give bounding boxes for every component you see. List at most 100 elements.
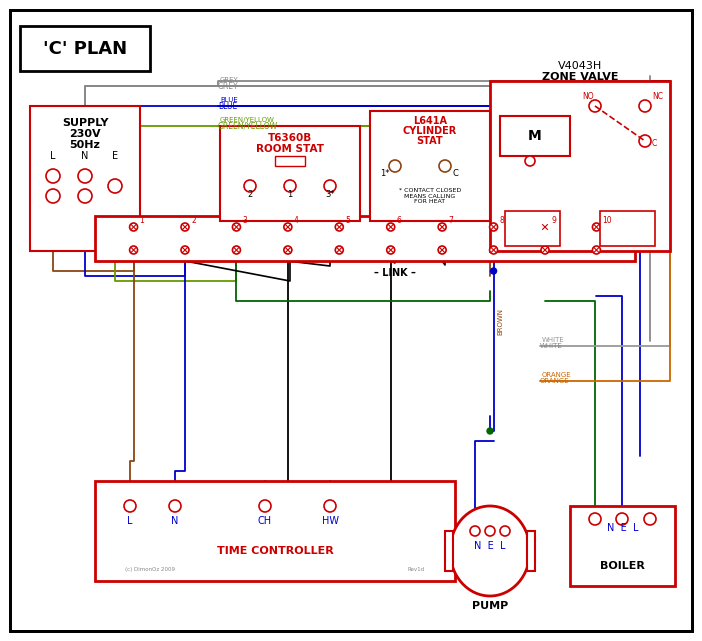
FancyBboxPatch shape bbox=[275, 156, 305, 166]
Circle shape bbox=[592, 246, 600, 254]
Text: 50Hz: 50Hz bbox=[69, 140, 100, 150]
Text: GREEN/YELLOW: GREEN/YELLOW bbox=[220, 117, 275, 123]
FancyBboxPatch shape bbox=[505, 211, 560, 246]
Circle shape bbox=[439, 160, 451, 172]
Circle shape bbox=[130, 223, 138, 231]
Text: N: N bbox=[81, 151, 88, 161]
FancyBboxPatch shape bbox=[20, 26, 150, 71]
Circle shape bbox=[541, 246, 549, 254]
Text: C: C bbox=[652, 139, 657, 148]
Text: SUPPLY: SUPPLY bbox=[62, 118, 108, 128]
Circle shape bbox=[470, 526, 480, 536]
FancyBboxPatch shape bbox=[527, 531, 535, 571]
Circle shape bbox=[438, 223, 446, 231]
Circle shape bbox=[130, 246, 138, 254]
Text: L: L bbox=[51, 151, 55, 161]
Text: N: N bbox=[171, 516, 179, 526]
FancyBboxPatch shape bbox=[570, 506, 675, 586]
Circle shape bbox=[284, 223, 292, 231]
Circle shape bbox=[485, 526, 495, 536]
FancyBboxPatch shape bbox=[10, 10, 692, 631]
Text: * CONTACT CLOSED
MEANS CALLING
FOR HEAT: * CONTACT CLOSED MEANS CALLING FOR HEAT bbox=[399, 188, 461, 204]
Text: ZONE VALVE: ZONE VALVE bbox=[542, 72, 618, 82]
Text: ORANGE: ORANGE bbox=[540, 378, 569, 384]
Circle shape bbox=[284, 180, 296, 192]
Text: PUMP: PUMP bbox=[472, 601, 508, 611]
Text: NC: NC bbox=[652, 92, 663, 101]
Text: L: L bbox=[127, 516, 133, 526]
Circle shape bbox=[541, 223, 549, 231]
Text: E: E bbox=[112, 151, 118, 161]
Text: T6360B: T6360B bbox=[268, 133, 312, 143]
Circle shape bbox=[644, 513, 656, 525]
Text: V4043H: V4043H bbox=[558, 61, 602, 71]
Circle shape bbox=[500, 526, 510, 536]
Text: GREY: GREY bbox=[220, 77, 239, 83]
Circle shape bbox=[181, 246, 189, 254]
Text: 1: 1 bbox=[140, 216, 145, 225]
Text: 2: 2 bbox=[247, 190, 253, 199]
Circle shape bbox=[389, 160, 401, 172]
Text: BLUE: BLUE bbox=[220, 97, 238, 103]
Circle shape bbox=[592, 223, 600, 231]
Circle shape bbox=[124, 500, 136, 512]
Text: BLUE: BLUE bbox=[218, 101, 237, 110]
Text: 9: 9 bbox=[551, 216, 556, 225]
Circle shape bbox=[336, 223, 343, 231]
Text: 2: 2 bbox=[191, 216, 196, 225]
Text: (c) DimonOz 2009: (c) DimonOz 2009 bbox=[125, 567, 175, 572]
Circle shape bbox=[387, 223, 395, 231]
Text: 1*: 1* bbox=[380, 169, 390, 178]
Text: 3: 3 bbox=[242, 216, 247, 225]
Text: GREY: GREY bbox=[218, 81, 239, 90]
Text: 4: 4 bbox=[294, 216, 299, 225]
Circle shape bbox=[232, 246, 240, 254]
Text: 3*: 3* bbox=[325, 190, 335, 199]
Text: 5: 5 bbox=[345, 216, 350, 225]
Text: 6: 6 bbox=[397, 216, 402, 225]
Text: WHITE: WHITE bbox=[542, 337, 564, 343]
Text: 1: 1 bbox=[287, 190, 293, 199]
Circle shape bbox=[438, 246, 446, 254]
Text: N  E  L: N E L bbox=[475, 541, 505, 551]
Text: HW: HW bbox=[322, 516, 338, 526]
Circle shape bbox=[232, 223, 240, 231]
Text: TIME CONTROLLER: TIME CONTROLLER bbox=[217, 546, 333, 556]
Text: 230V: 230V bbox=[69, 129, 101, 139]
Text: L641A: L641A bbox=[413, 116, 447, 126]
FancyBboxPatch shape bbox=[95, 216, 635, 261]
Text: BROWN: BROWN bbox=[497, 308, 503, 335]
Circle shape bbox=[181, 223, 189, 231]
Circle shape bbox=[46, 189, 60, 203]
Circle shape bbox=[78, 189, 92, 203]
Circle shape bbox=[489, 246, 498, 254]
Circle shape bbox=[589, 100, 601, 112]
Circle shape bbox=[489, 223, 498, 231]
Circle shape bbox=[639, 100, 651, 112]
Circle shape bbox=[169, 500, 181, 512]
FancyBboxPatch shape bbox=[30, 106, 140, 251]
Text: 8: 8 bbox=[500, 216, 504, 225]
Circle shape bbox=[259, 500, 271, 512]
FancyBboxPatch shape bbox=[220, 126, 360, 221]
Text: STAT: STAT bbox=[417, 136, 443, 146]
FancyBboxPatch shape bbox=[500, 116, 570, 156]
Text: CH: CH bbox=[258, 516, 272, 526]
FancyBboxPatch shape bbox=[370, 111, 490, 221]
Text: C: C bbox=[452, 169, 458, 178]
Text: 7: 7 bbox=[448, 216, 453, 225]
Text: BOILER: BOILER bbox=[600, 561, 645, 571]
Text: CYLINDER: CYLINDER bbox=[403, 126, 457, 136]
Circle shape bbox=[387, 246, 395, 254]
Circle shape bbox=[336, 246, 343, 254]
Circle shape bbox=[244, 180, 256, 192]
Text: – LINK –: – LINK – bbox=[374, 268, 416, 278]
Circle shape bbox=[616, 513, 628, 525]
Text: 10: 10 bbox=[602, 216, 612, 225]
Circle shape bbox=[324, 500, 336, 512]
FancyBboxPatch shape bbox=[95, 481, 455, 581]
Text: NO: NO bbox=[582, 92, 594, 101]
Circle shape bbox=[78, 169, 92, 183]
Circle shape bbox=[108, 179, 122, 193]
Circle shape bbox=[324, 180, 336, 192]
